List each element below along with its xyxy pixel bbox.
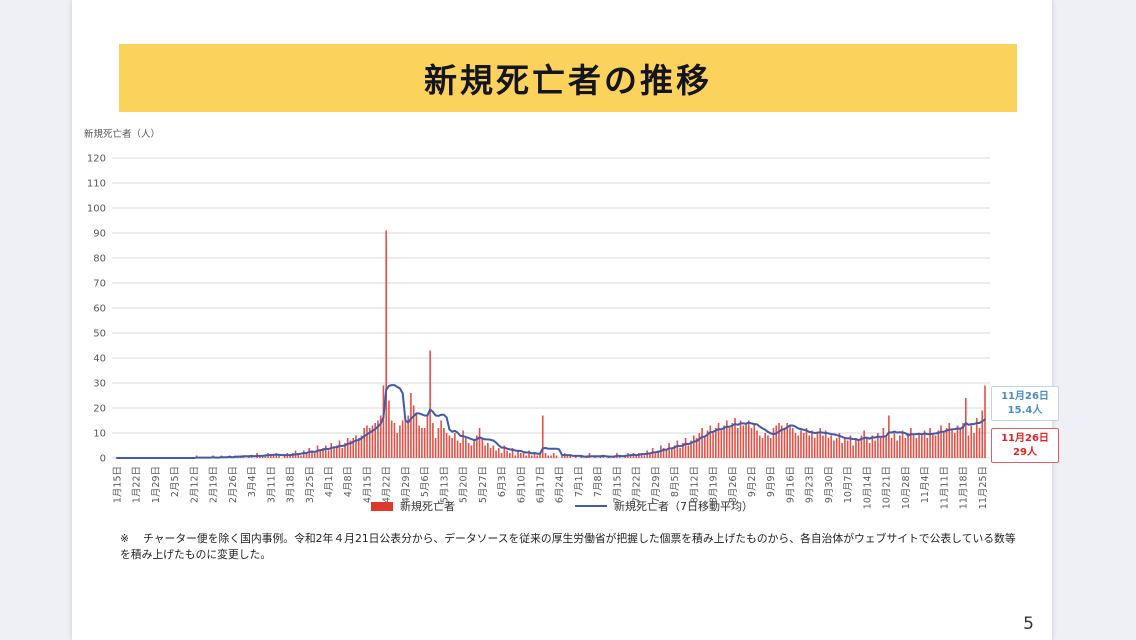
svg-text:4月22日: 4月22日 bbox=[382, 466, 393, 503]
svg-text:60: 60 bbox=[93, 304, 106, 315]
annotation-value: 29人 bbox=[1013, 446, 1037, 458]
svg-text:8月19日: 8月19日 bbox=[709, 466, 720, 503]
svg-text:8月12日: 8月12日 bbox=[689, 466, 700, 503]
svg-text:10月28日: 10月28日 bbox=[901, 466, 912, 509]
svg-text:70: 70 bbox=[93, 279, 106, 290]
svg-text:11月11日: 11月11日 bbox=[939, 466, 950, 509]
bar-swatch-icon bbox=[371, 501, 393, 511]
annotation-date: 11月26日 bbox=[1001, 391, 1049, 402]
svg-text:0: 0 bbox=[100, 454, 106, 465]
svg-text:1月29日: 1月29日 bbox=[151, 466, 162, 503]
svg-text:10: 10 bbox=[93, 429, 106, 440]
svg-text:3月4日: 3月4日 bbox=[247, 466, 258, 497]
svg-text:3月11日: 3月11日 bbox=[266, 466, 277, 503]
y-axis-title: 新規死亡者（人） bbox=[84, 129, 161, 140]
legend-item-bars: 新規死亡者 bbox=[371, 498, 455, 514]
svg-text:9月2日: 9月2日 bbox=[747, 466, 758, 497]
svg-text:7月15日: 7月15日 bbox=[612, 466, 623, 503]
legend-item-line: 新規死亡者（7日移動平均） bbox=[575, 498, 753, 514]
svg-text:11月4日: 11月4日 bbox=[920, 466, 931, 503]
title-banner: 新規死亡者の推移 bbox=[119, 44, 1017, 112]
svg-text:2月12日: 2月12日 bbox=[189, 466, 200, 503]
svg-text:8月5日: 8月5日 bbox=[670, 466, 681, 497]
svg-text:4月29日: 4月29日 bbox=[401, 466, 412, 503]
svg-text:1月22日: 1月22日 bbox=[132, 466, 143, 503]
annotation-value: 15.4人 bbox=[1007, 404, 1043, 416]
svg-text:10月21日: 10月21日 bbox=[882, 466, 893, 509]
svg-text:5月6日: 5月6日 bbox=[420, 466, 431, 497]
svg-text:50: 50 bbox=[93, 329, 106, 340]
slide-page: 新規死亡者の推移 新規死亡者（人） 0 10 20 30 40 50 60 70 80 90 100… bbox=[72, 0, 1059, 640]
annotation-date: 11月26日 bbox=[1001, 433, 1049, 444]
moving-average-annotation: 11月26日 15.4人 bbox=[991, 386, 1059, 421]
svg-text:40: 40 bbox=[93, 354, 106, 365]
svg-text:11月25日: 11月25日 bbox=[978, 466, 989, 509]
svg-text:11月18日: 11月18日 bbox=[959, 466, 970, 509]
svg-text:3月18日: 3月18日 bbox=[286, 466, 297, 503]
svg-text:7月29日: 7月29日 bbox=[651, 466, 662, 503]
svg-text:9月30日: 9月30日 bbox=[824, 466, 835, 503]
chart-legend: 新規死亡者 新規死亡者（7日移動平均） bbox=[72, 498, 1052, 514]
legend-line-label: 新規死亡者（7日移動平均） bbox=[614, 500, 753, 513]
line-swatch-icon bbox=[575, 504, 607, 508]
footnote-text: チャーター便を除く国内事例。令和2年４月21日公表分から、データソースを従来の厚… bbox=[120, 532, 1016, 562]
svg-text:110: 110 bbox=[87, 179, 106, 190]
svg-text:9月23日: 9月23日 bbox=[805, 466, 816, 503]
svg-text:5月27日: 5月27日 bbox=[478, 466, 489, 503]
svg-text:6月3日: 6月3日 bbox=[497, 466, 508, 497]
svg-text:5月20日: 5月20日 bbox=[459, 466, 470, 503]
svg-text:6月17日: 6月17日 bbox=[536, 466, 547, 503]
svg-text:6月10日: 6月10日 bbox=[516, 466, 527, 503]
svg-text:9月9日: 9月9日 bbox=[766, 466, 777, 497]
svg-text:3月25日: 3月25日 bbox=[305, 466, 316, 503]
svg-text:30: 30 bbox=[93, 379, 106, 390]
svg-text:4月8日: 4月8日 bbox=[343, 466, 354, 497]
svg-text:120: 120 bbox=[87, 154, 106, 165]
svg-text:10月7日: 10月7日 bbox=[843, 466, 854, 503]
svg-text:7月8日: 7月8日 bbox=[593, 466, 604, 497]
svg-text:2月19日: 2月19日 bbox=[209, 466, 220, 503]
deaths-chart: 0 10 20 30 40 50 60 70 80 90 100 110 120 1月15日 1月22日 1月… bbox=[87, 154, 990, 509]
svg-text:4月1日: 4月1日 bbox=[324, 466, 335, 497]
svg-text:1月15日: 1月15日 bbox=[113, 466, 124, 503]
svg-text:90: 90 bbox=[93, 229, 106, 240]
daily-deaths-annotation: 11月26日 29人 bbox=[991, 428, 1059, 463]
svg-text:6月24日: 6月24日 bbox=[555, 466, 566, 503]
svg-text:8月26日: 8月26日 bbox=[728, 466, 739, 503]
svg-text:2月5日: 2月5日 bbox=[170, 466, 181, 497]
svg-text:80: 80 bbox=[93, 254, 106, 265]
svg-text:5月13日: 5月13日 bbox=[439, 466, 450, 503]
svg-text:7月22日: 7月22日 bbox=[632, 466, 643, 503]
svg-text:2月26日: 2月26日 bbox=[228, 466, 239, 503]
svg-text:4月15日: 4月15日 bbox=[362, 466, 373, 503]
svg-text:20: 20 bbox=[93, 404, 106, 415]
footnote: ※ チャーター便を除く国内事例。令和2年４月21日公表分から、データソースを従来の… bbox=[120, 531, 1025, 563]
footnote-mark: ※ bbox=[120, 532, 130, 545]
svg-text:10月14日: 10月14日 bbox=[862, 466, 873, 509]
svg-text:7月1日: 7月1日 bbox=[574, 466, 585, 497]
page-number: 5 bbox=[1023, 614, 1034, 634]
legend-bar-label: 新規死亡者 bbox=[400, 500, 455, 513]
svg-text:9月16日: 9月16日 bbox=[785, 466, 796, 503]
svg-text:100: 100 bbox=[87, 204, 106, 215]
page-title: 新規死亡者の推移 bbox=[424, 61, 712, 100]
